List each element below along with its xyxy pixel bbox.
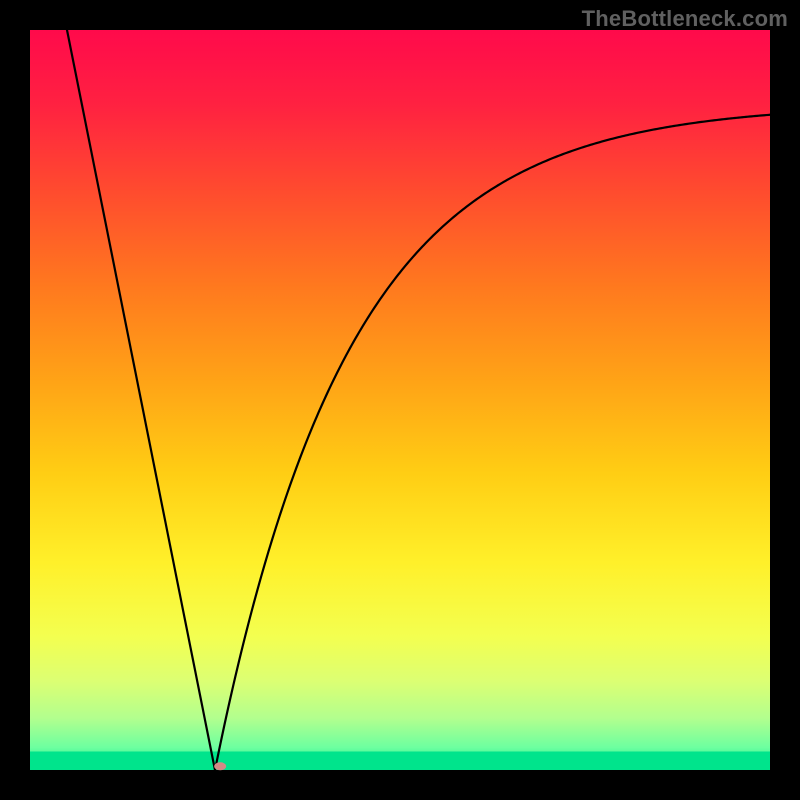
minimum-marker	[214, 762, 226, 770]
chart-container: { "watermark": { "text": "TheBottleneck.…	[0, 0, 800, 800]
green-band	[30, 752, 770, 771]
watermark-text: TheBottleneck.com	[582, 6, 788, 32]
bottleneck-chart	[0, 0, 800, 800]
